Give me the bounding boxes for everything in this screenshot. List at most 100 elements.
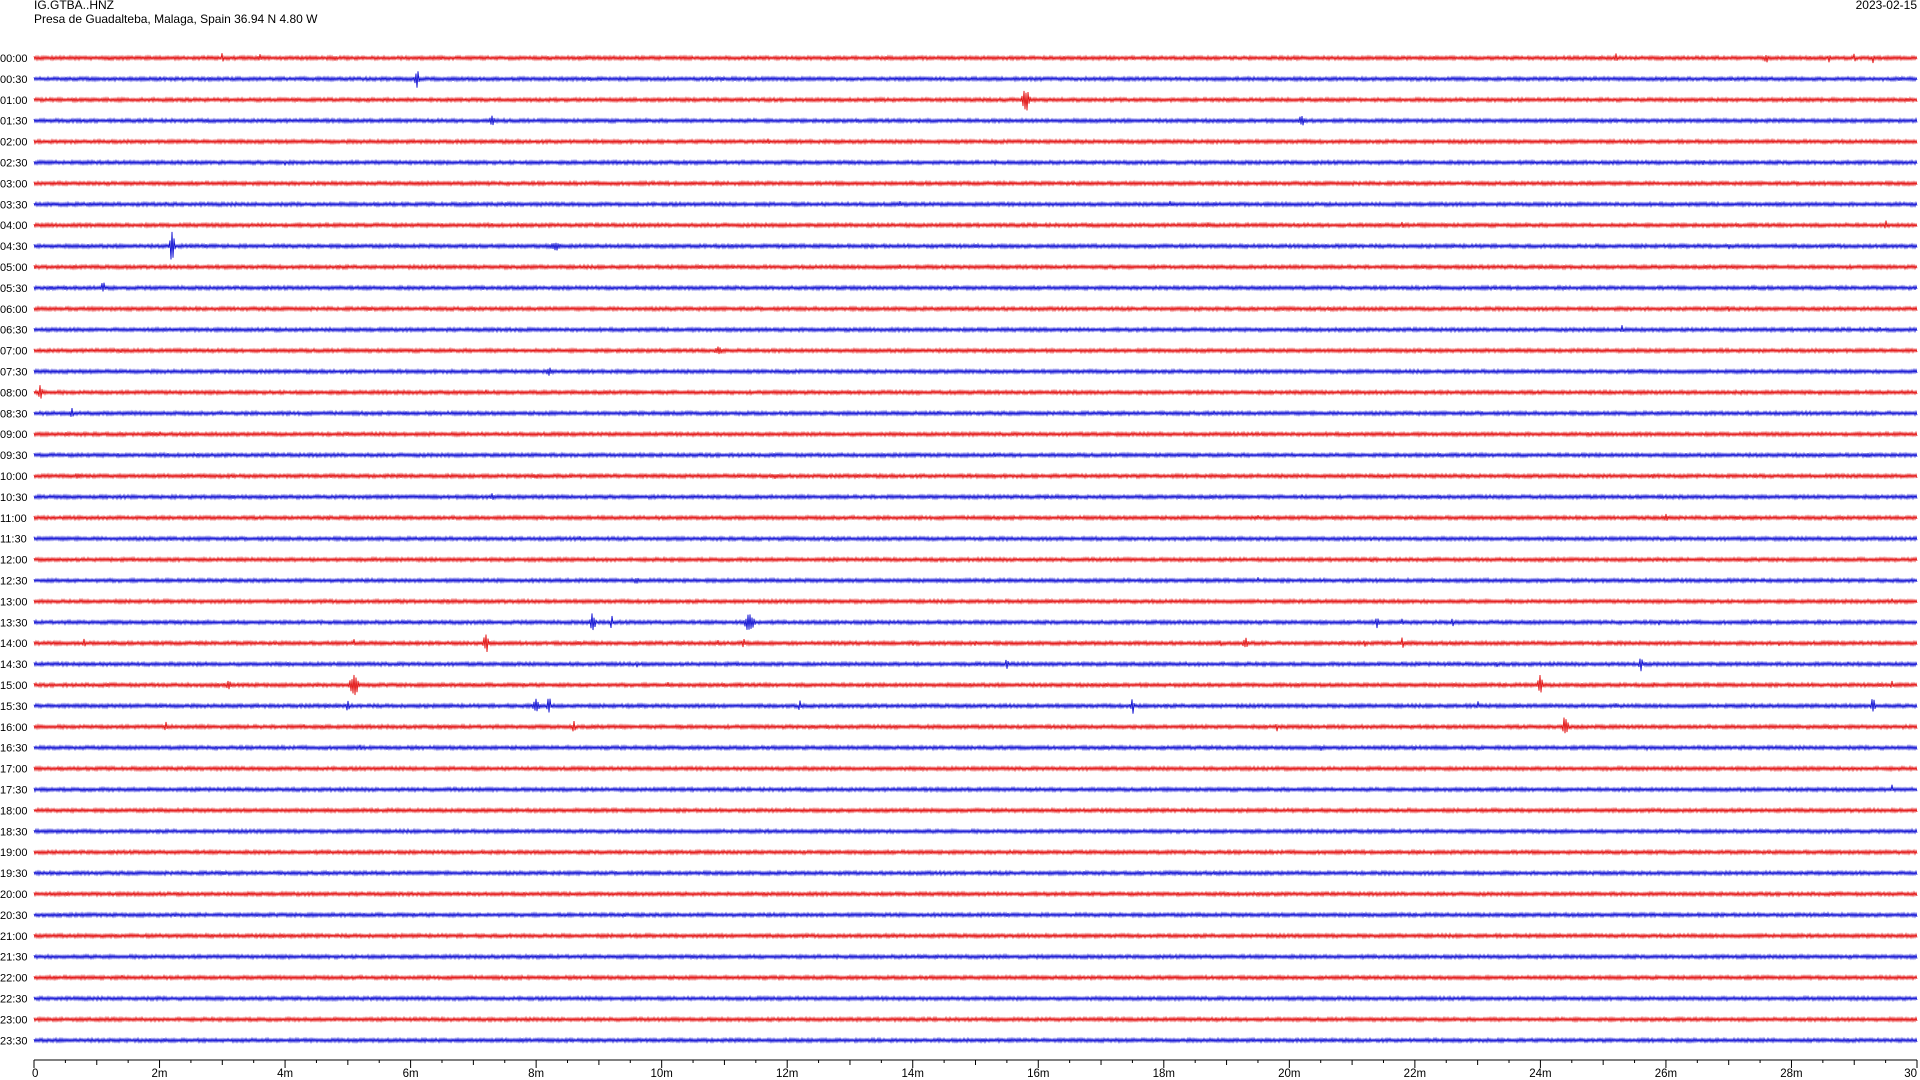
x-tick-label: 30 bbox=[1904, 1068, 1917, 1080]
trace-0530 bbox=[33, 282, 1918, 292]
x-tick-label: 18m bbox=[1153, 1068, 1175, 1080]
row-label-1030: 10:30 bbox=[0, 492, 28, 504]
trace-2330 bbox=[33, 1036, 1918, 1045]
x-tick-label: 4m bbox=[277, 1068, 293, 1080]
x-tick-label: 8m bbox=[528, 1068, 544, 1080]
trace-1330 bbox=[33, 613, 1918, 631]
trace-0930 bbox=[33, 451, 1918, 459]
trace-1230 bbox=[33, 576, 1918, 585]
trace-1430 bbox=[33, 658, 1918, 672]
trace-0230 bbox=[33, 158, 1918, 167]
row-label-0400: 04:00 bbox=[0, 220, 28, 232]
row-label-0230: 02:30 bbox=[0, 158, 28, 170]
row-label-1500: 15:00 bbox=[0, 680, 28, 692]
trace-0330 bbox=[33, 200, 1918, 209]
row-label-1100: 11:00 bbox=[0, 513, 27, 525]
row-label-1830: 18:30 bbox=[0, 826, 28, 838]
trace-0130 bbox=[33, 115, 1918, 126]
trace-0800 bbox=[33, 385, 1918, 399]
x-tick-label: 14m bbox=[902, 1068, 924, 1080]
trace-1400 bbox=[33, 634, 1918, 652]
trace-0700 bbox=[33, 346, 1918, 355]
row-label-0330: 03:30 bbox=[0, 199, 28, 211]
row-label-1230: 12:30 bbox=[0, 576, 28, 588]
x-tick-label: 28m bbox=[1780, 1068, 1802, 1080]
trace-1000 bbox=[33, 472, 1918, 480]
trace-0030 bbox=[33, 71, 1918, 88]
row-label-1700: 17:00 bbox=[0, 764, 28, 776]
trace-2100 bbox=[33, 932, 1918, 940]
trace-0600 bbox=[33, 305, 1918, 313]
x-tick-label: 20m bbox=[1278, 1068, 1300, 1080]
row-label-2000: 20:00 bbox=[0, 889, 28, 901]
trace-1130 bbox=[33, 534, 1918, 543]
row-label-1930: 19:30 bbox=[0, 868, 28, 880]
trace-0400 bbox=[33, 220, 1918, 229]
row-label-2300: 23:00 bbox=[0, 1014, 28, 1026]
row-label-0800: 08:00 bbox=[0, 387, 28, 399]
row-label-1400: 14:00 bbox=[0, 638, 28, 650]
trace-1030 bbox=[33, 493, 1918, 501]
trace-2030 bbox=[33, 911, 1918, 919]
row-label-1730: 17:30 bbox=[0, 785, 28, 797]
row-label-0600: 06:00 bbox=[0, 304, 28, 316]
trace-0500 bbox=[33, 263, 1918, 271]
row-label-0630: 06:30 bbox=[0, 325, 28, 337]
row-label-2200: 22:00 bbox=[0, 973, 28, 985]
trace-1500 bbox=[33, 674, 1918, 696]
row-label-0730: 07:30 bbox=[0, 367, 28, 379]
row-label-0100: 01:00 bbox=[0, 95, 28, 107]
x-tick-label: 12m bbox=[776, 1068, 798, 1080]
row-label-0930: 09:30 bbox=[0, 450, 28, 462]
x-tick-label: 26m bbox=[1655, 1068, 1677, 1080]
trace-rows: 00:00 00:30 01:00 01:30 02:00 02:30 03:00 03:30… bbox=[0, 53, 1918, 1047]
row-label-0500: 05:00 bbox=[0, 262, 28, 274]
row-label-1800: 18:00 bbox=[0, 805, 28, 817]
trace-1930 bbox=[33, 869, 1918, 877]
row-label-1430: 14:30 bbox=[0, 659, 28, 671]
trace-2000 bbox=[33, 890, 1918, 898]
trace-2300 bbox=[33, 1015, 1918, 1024]
row-label-1900: 19:00 bbox=[0, 847, 28, 859]
row-label-1000: 10:00 bbox=[0, 471, 28, 483]
trace-2130 bbox=[33, 952, 1918, 961]
row-label-0700: 07:00 bbox=[0, 346, 28, 358]
trace-1200 bbox=[33, 555, 1918, 564]
row-label-1130: 11:30 bbox=[0, 534, 27, 546]
row-label-0130: 01:30 bbox=[0, 116, 28, 128]
trace-1100 bbox=[33, 513, 1918, 522]
row-label-2330: 23:30 bbox=[0, 1035, 28, 1047]
trace-1900 bbox=[33, 848, 1918, 856]
row-label-2100: 21:00 bbox=[0, 931, 28, 943]
row-label-1300: 13:00 bbox=[0, 596, 28, 608]
x-tick-label: 0 bbox=[32, 1068, 38, 1080]
row-label-0430: 04:30 bbox=[0, 241, 28, 253]
trace-0830 bbox=[33, 408, 1918, 418]
row-label-1330: 13:30 bbox=[0, 617, 28, 629]
x-tick-label: 24m bbox=[1529, 1068, 1551, 1080]
trace-0630 bbox=[33, 325, 1918, 334]
trace-2230 bbox=[33, 994, 1918, 1003]
trace-0200 bbox=[33, 137, 1918, 146]
trace-0000 bbox=[33, 53, 1918, 64]
row-label-2030: 20:30 bbox=[0, 910, 28, 922]
row-label-0000: 00:00 bbox=[0, 53, 28, 65]
row-label-0900: 09:00 bbox=[0, 429, 28, 441]
trace-1530 bbox=[33, 698, 1918, 714]
row-label-2130: 21:30 bbox=[0, 952, 28, 964]
row-label-0030: 00:30 bbox=[0, 74, 28, 86]
x-tick-label: 16m bbox=[1027, 1068, 1049, 1080]
trace-1300 bbox=[33, 597, 1918, 606]
row-label-0200: 02:00 bbox=[0, 137, 28, 149]
row-label-0830: 08:30 bbox=[0, 408, 28, 420]
row-label-1200: 12:00 bbox=[0, 555, 28, 567]
trace-1600 bbox=[33, 717, 1918, 734]
trace-0900 bbox=[33, 430, 1918, 438]
station-location: Presa de Guadalteba, Malaga, Spain 36.94… bbox=[34, 12, 318, 26]
x-tick-label: 2m bbox=[152, 1068, 168, 1080]
trace-2200 bbox=[33, 973, 1918, 982]
trace-1730 bbox=[33, 784, 1918, 794]
trace-0100 bbox=[33, 90, 1918, 111]
row-label-2230: 22:30 bbox=[0, 994, 28, 1006]
